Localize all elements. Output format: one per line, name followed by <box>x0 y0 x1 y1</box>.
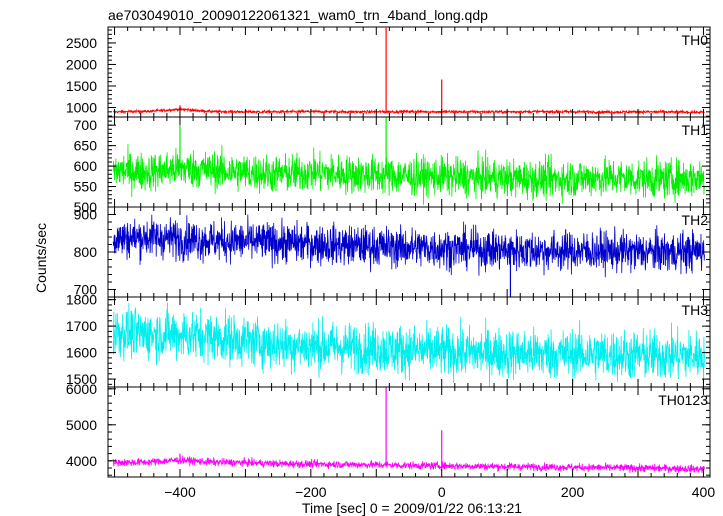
panel-frame <box>107 386 711 478</box>
panel-label: TH0123 <box>658 392 708 408</box>
panel-th0123: 4000 5000 6000 TH0123 <box>66 381 711 478</box>
series-line-th2 <box>112 214 705 278</box>
series-line-th0123 <box>112 455 705 474</box>
chart-title: ae703049010_20090122061321_wam0_trn_4ban… <box>108 7 488 23</box>
y-tick-label: 500 <box>74 199 98 215</box>
panel-frame <box>107 116 711 208</box>
y-tick-label: 1500 <box>66 78 97 94</box>
series-line-th3 <box>112 302 705 387</box>
y-tick-label: 700 <box>74 282 98 298</box>
panels-group: 1000 1500 2000 2500 TH0 500 550 600 650 700 TH1 700… <box>66 26 711 478</box>
panel-label: TH2 <box>682 212 709 228</box>
y-tick-label: 800 <box>74 244 98 260</box>
y-tick-label: 5000 <box>66 417 97 433</box>
y-tick-label: 600 <box>74 158 98 174</box>
x-tick-label: 200 <box>561 484 585 500</box>
x-tick-label: −200 <box>295 484 327 500</box>
y-tick-label: 650 <box>74 138 98 154</box>
x-axis: −400 −200 0 200 400 <box>164 484 715 500</box>
panel-th2: 700 800 900 TH2 <box>74 206 711 298</box>
panel-th3: 1500 1600 1700 1800 TH3 <box>66 292 711 388</box>
y-tick-label: 550 <box>74 179 98 195</box>
panel-frame <box>107 26 711 118</box>
y-tick-label: 1600 <box>66 345 97 361</box>
x-tick-label: −400 <box>164 484 196 500</box>
y-tick-label: 2000 <box>66 56 97 72</box>
panel-label: TH0 <box>682 32 709 48</box>
y-tick-label: 6000 <box>66 381 97 397</box>
panel-th1: 500 550 600 650 700 TH1 <box>74 116 711 215</box>
x-axis-label: Time [sec] 0 = 2009/01/22 06:13:21 <box>302 500 522 516</box>
series-line-th1 <box>112 144 705 205</box>
y-tick-label: 4000 <box>66 453 97 469</box>
series-line-th0 <box>112 106 705 116</box>
x-tick-label: 0 <box>438 484 446 500</box>
panel-th0: 1000 1500 2000 2500 TH0 <box>66 26 711 118</box>
panel-label: TH3 <box>682 302 709 318</box>
panel-label: TH1 <box>682 122 709 138</box>
y-tick-label: 900 <box>74 207 98 223</box>
y-tick-label: 2500 <box>66 35 97 51</box>
y-tick-label: 700 <box>74 117 98 133</box>
y-axis-label: Counts/sec <box>33 223 49 293</box>
y-tick-label: 1800 <box>66 292 97 308</box>
y-tick-label: 1700 <box>66 318 97 334</box>
y-tick-label: 1000 <box>66 100 97 116</box>
x-tick-label: 400 <box>692 484 716 500</box>
y-tick-label: 1500 <box>66 371 97 387</box>
